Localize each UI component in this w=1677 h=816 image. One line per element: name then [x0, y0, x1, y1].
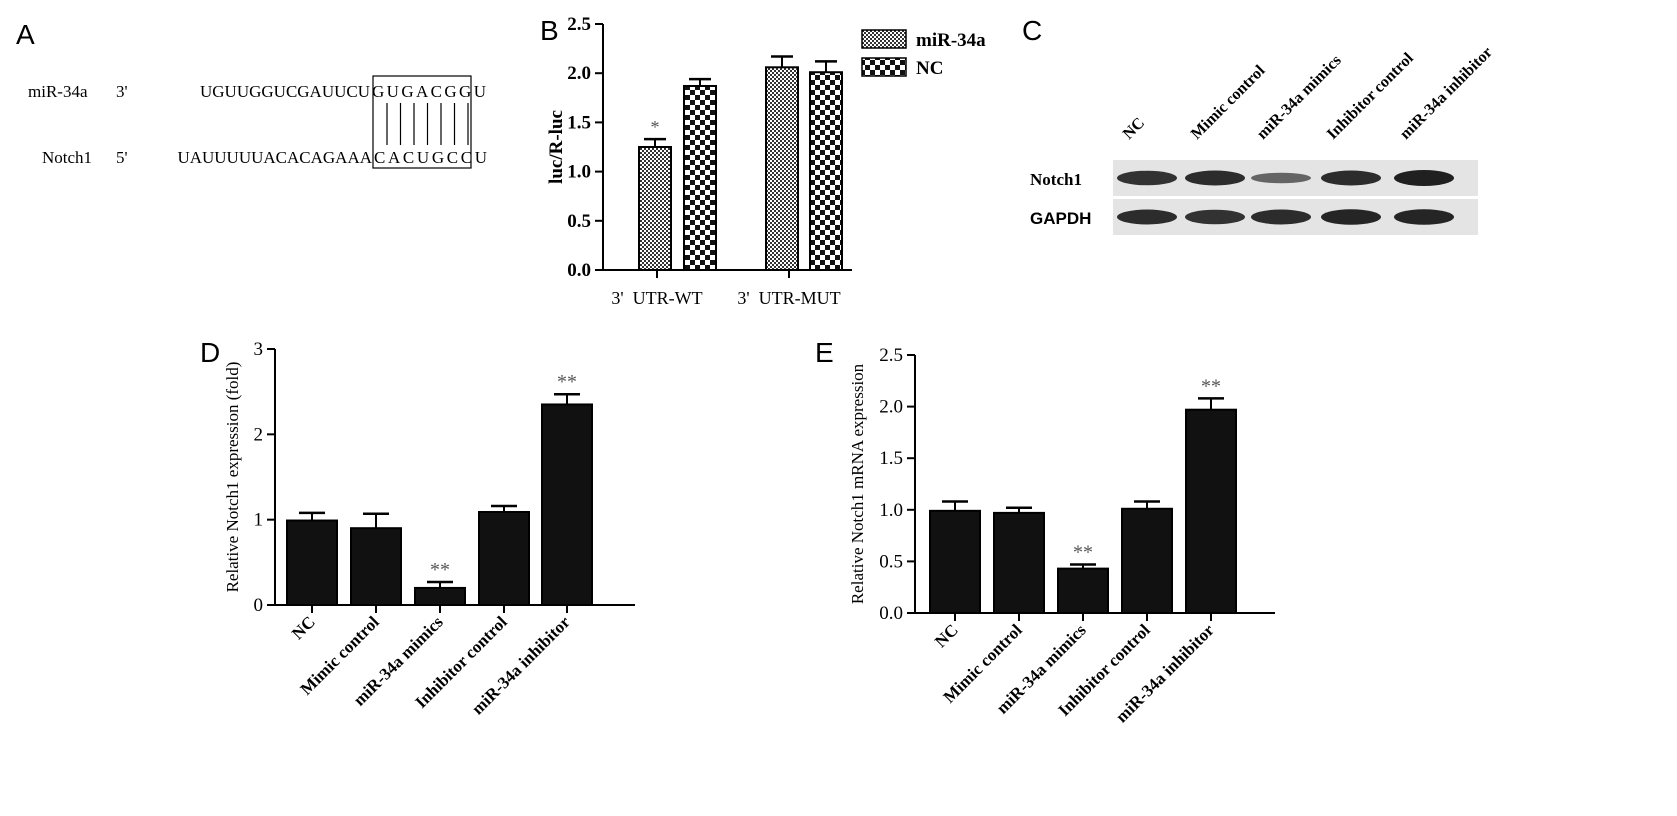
blot-band	[1251, 209, 1311, 225]
significance-label: **	[430, 559, 450, 581]
y-axis-label: Relative Notch1 expression (fold)	[223, 362, 242, 593]
gene-end: 5'	[116, 148, 128, 167]
blot-band	[1321, 170, 1381, 186]
bar	[1057, 567, 1109, 615]
blot-band	[1117, 170, 1177, 186]
y-tick-label: 2	[254, 424, 264, 445]
gene-sequence-paired: CACUGCCU	[374, 148, 487, 167]
bar	[478, 510, 530, 606]
y-tick-label: 1.0	[567, 162, 591, 183]
bar	[541, 403, 593, 607]
bar	[286, 519, 338, 607]
significance-label: **	[1073, 541, 1093, 563]
panel-letter-b: B	[540, 15, 559, 46]
chart-b: 0.0 0.5 1.0 1.5 2.0 2.5 luc/R-luc * 3' UTR-WT 3' …	[546, 14, 986, 308]
chart-e: 0.0 0.5 1.0 1.5 2.0 2.5 Relative Notch1 mRNA e…	[848, 345, 1275, 726]
bar	[929, 509, 981, 614]
y-tick-label: 0.0	[567, 260, 591, 281]
y-axis-label: luc/R-luc	[546, 110, 567, 184]
y-tick-label: 1.0	[879, 500, 903, 521]
blot-band	[1321, 209, 1381, 225]
legend-label: NC	[916, 58, 943, 79]
blot-band	[1185, 170, 1245, 186]
y-tick-label: 0	[254, 595, 264, 616]
bar	[1185, 408, 1237, 615]
y-tick-label: 0.5	[567, 211, 591, 232]
panel-letter-c: C	[1022, 15, 1042, 46]
significance-label: **	[557, 371, 577, 393]
y-axis-label: Relative Notch1 mRNA expression	[848, 363, 867, 604]
y-tick-label: 2.5	[567, 14, 591, 35]
significance-label: *	[651, 117, 660, 137]
bar	[993, 511, 1045, 614]
x-tick-label: 3' UTR-WT	[611, 288, 702, 308]
y-tick-label: 0.0	[879, 603, 903, 624]
significance-label: **	[1201, 375, 1221, 397]
bar	[350, 527, 402, 607]
panel-letter-a: A	[16, 19, 35, 50]
y-tick-label: 1	[254, 510, 264, 531]
x-tick-label: NC	[931, 620, 962, 651]
y-tick-label: 1.5	[879, 448, 903, 469]
mir-label: miR-34a	[28, 82, 88, 101]
y-tick-label: 2.5	[879, 345, 903, 366]
gene-label: Notch1	[42, 148, 92, 167]
mir-end: 3'	[116, 82, 128, 101]
blot-row-label: Notch1	[1030, 170, 1082, 189]
bar	[683, 84, 717, 271]
blot-band	[1251, 172, 1311, 184]
panel-letter-e: E	[815, 337, 834, 368]
bar	[765, 66, 799, 271]
blot-band	[1185, 209, 1245, 225]
bar	[638, 146, 672, 271]
y-tick-label: 1.5	[567, 112, 591, 133]
legend-label: miR-34a	[916, 30, 986, 51]
y-tick-label: 0.5	[879, 551, 903, 572]
base-pair-lines	[386, 103, 469, 145]
gene-sequence-unpaired: UAUUUUUACACAGAAA	[177, 148, 372, 167]
sequence-alignment: miR-34a 3' UGUUGGUCGAUUCU GUGACGGU Notch…	[28, 75, 487, 169]
lane-label: NC	[1120, 114, 1148, 142]
y-tick-label: 3	[254, 339, 264, 360]
mir-sequence-paired: GUGACGGU	[372, 82, 486, 101]
bar	[1121, 507, 1173, 615]
blot-band	[1117, 209, 1177, 225]
x-tick-label: NC	[288, 612, 319, 643]
seed-match-box	[372, 75, 472, 169]
blot-band	[1394, 170, 1454, 186]
legend-swatch	[861, 57, 907, 77]
blot-band	[1394, 209, 1454, 225]
legend-swatch	[861, 29, 907, 49]
bar	[414, 586, 466, 607]
panel-letter-d: D	[200, 337, 220, 368]
x-tick-label: 3' UTR-MUT	[737, 288, 840, 308]
y-tick-label: 2.0	[567, 63, 591, 84]
mir-sequence-unpaired: UGUUGGUCGAUUCU	[200, 82, 370, 101]
blot-row-label: GAPDH	[1030, 209, 1091, 228]
y-tick-label: 2.0	[879, 397, 903, 418]
bar	[809, 71, 843, 271]
